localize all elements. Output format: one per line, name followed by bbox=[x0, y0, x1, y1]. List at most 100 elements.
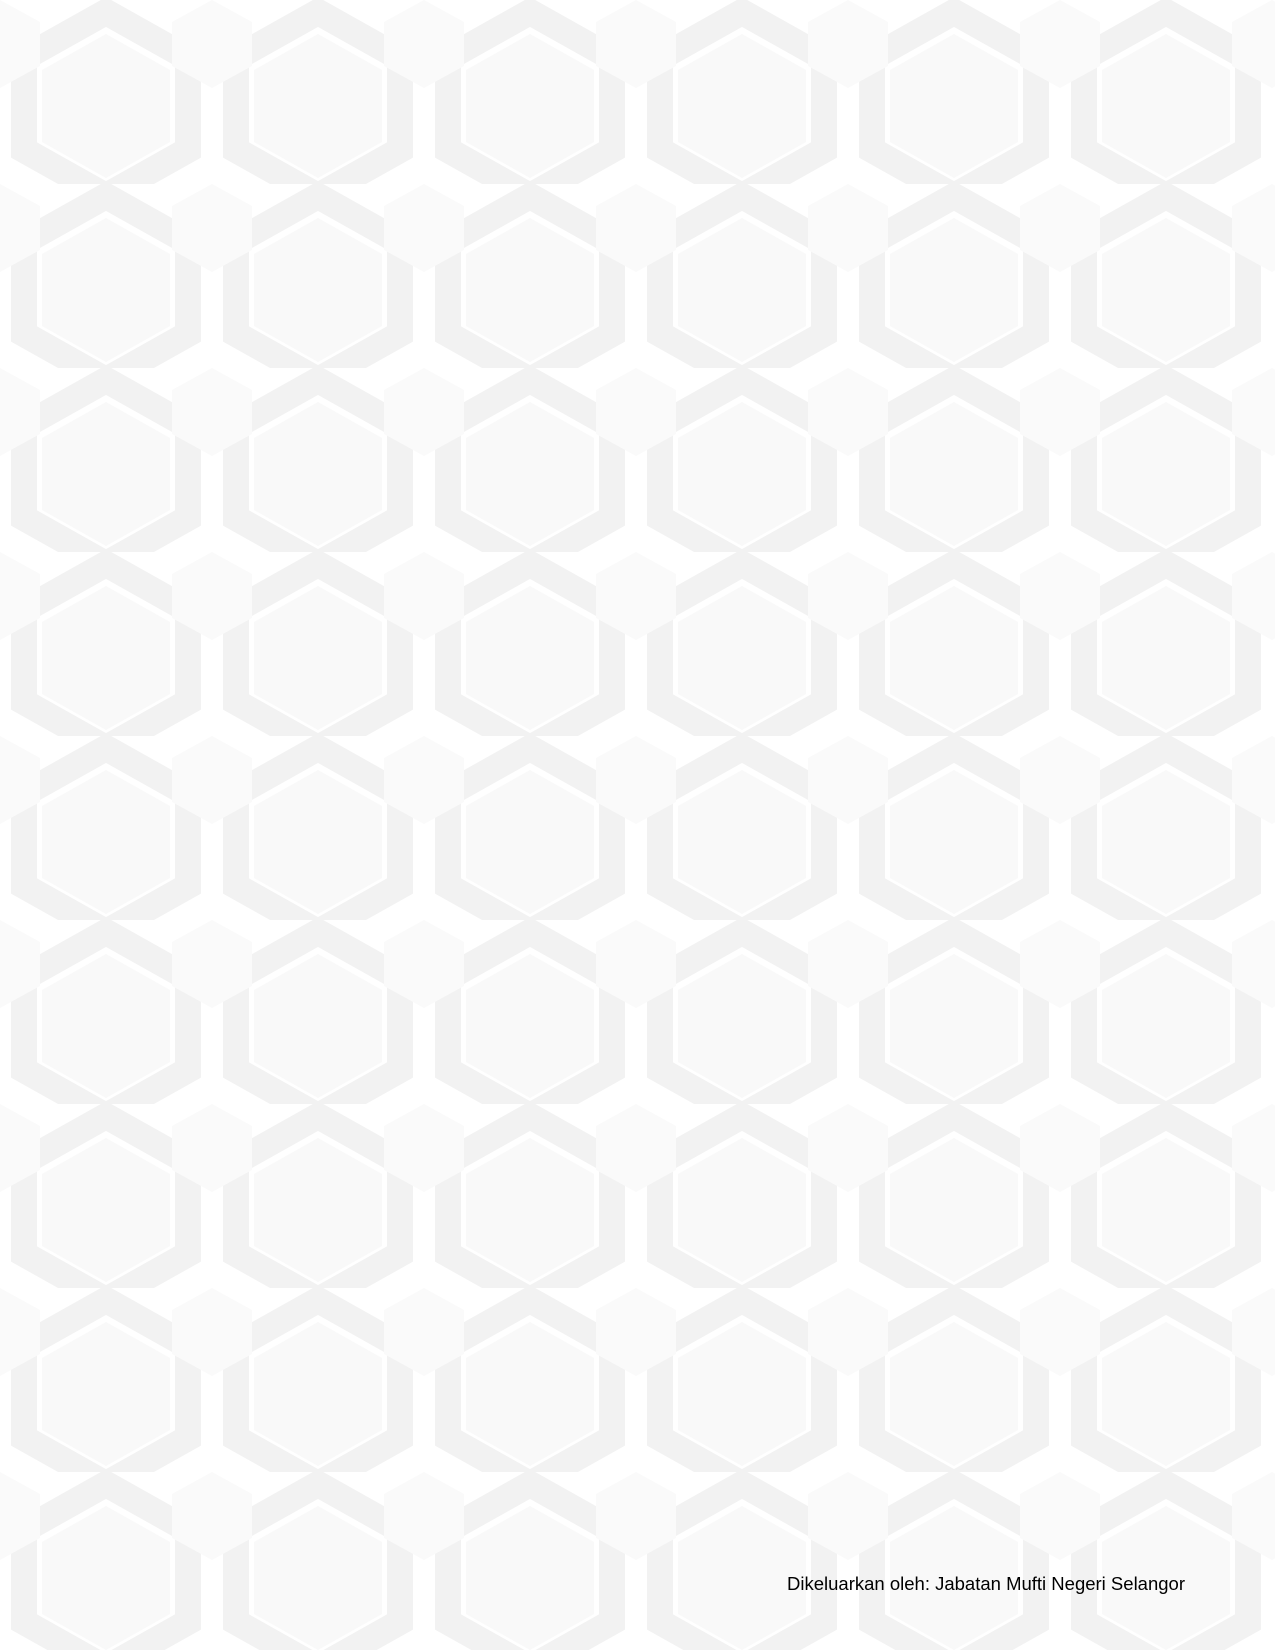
cell-hijri: 20 bbox=[252, 535, 441, 563]
cell-hari: AHAD bbox=[52, 1289, 171, 1317]
cell-isyak: 8:38 bbox=[1068, 965, 1171, 993]
cell-subuh: 6:12 bbox=[544, 778, 645, 806]
table-row: AHAD 17 4 6:04 6:14 7:23 1:26 4:49 7:24 8:37 bbox=[52, 911, 1171, 939]
cell-hari: KHAMIS bbox=[52, 1208, 171, 1236]
cell-maghrib: 7:22 bbox=[944, 751, 1069, 779]
cell-subuh: 6:17 bbox=[544, 1235, 645, 1263]
cell-tarikh: 6 bbox=[170, 589, 253, 617]
cell-hijri: 18 bbox=[252, 1289, 441, 1317]
cell-maghrib: 7:26 bbox=[944, 1073, 1069, 1101]
cell-hijri: 9 bbox=[252, 1046, 441, 1074]
cell-hari: SABTU bbox=[52, 884, 171, 912]
cell-hijri: 13 bbox=[252, 1154, 441, 1182]
cell-syuruk: 7:23 bbox=[644, 911, 751, 939]
cell-isyak: 8:35 bbox=[1068, 724, 1171, 752]
column-header-imsak: IMSAK bbox=[440, 416, 545, 455]
cell-hari: ISNIN bbox=[52, 535, 171, 563]
cell-hijri: 29 bbox=[252, 778, 441, 806]
cell-syuruk: 7:25 bbox=[644, 1154, 751, 1182]
cell-hari: SELASA bbox=[52, 562, 171, 590]
cell-maghrib: 7:17 bbox=[944, 481, 1069, 509]
cell-hijri: 21 bbox=[252, 562, 441, 590]
cell-asar: 4:51 bbox=[848, 1262, 945, 1290]
cell-asar: 4:45 bbox=[848, 616, 945, 644]
cell-maghrib: 7:26 bbox=[944, 1154, 1069, 1182]
cell-imsak: 6:06 bbox=[440, 1100, 545, 1128]
cell-hijri: 3 bbox=[252, 884, 441, 912]
cell-hijri: 17 bbox=[252, 1262, 441, 1290]
cell-syuruk: 7:24 bbox=[644, 1100, 751, 1128]
cell-isyak: 8:38 bbox=[1068, 1046, 1171, 1074]
cell-maghrib: 7:19 bbox=[944, 562, 1069, 590]
cell-zohor: 1:28 bbox=[750, 1019, 849, 1047]
cell-subuh: 6:09 bbox=[544, 562, 645, 590]
cell-tarikh: 17 bbox=[170, 911, 253, 939]
cell-subuh: 6:18 bbox=[544, 1289, 645, 1317]
cell-zohor: 1:22 bbox=[750, 589, 849, 617]
cell-zohor: 1:28 bbox=[750, 1046, 849, 1074]
cell-tarikh: 22 bbox=[170, 1046, 253, 1074]
cell-subuh: 6:10 bbox=[544, 643, 645, 671]
cell-hari: KHAMIS bbox=[52, 616, 171, 644]
cell-maghrib: 7:18 bbox=[944, 508, 1069, 536]
cell-hari: RABU bbox=[52, 1181, 171, 1209]
cell-tarikh: 2 bbox=[170, 481, 253, 509]
cell-asar: 4:43 bbox=[848, 508, 945, 536]
cell-subuh: 6:11 bbox=[544, 697, 645, 725]
cell-isyak: 8:38 bbox=[1068, 1073, 1171, 1101]
cell-syuruk: 7:23 bbox=[644, 884, 751, 912]
cell-maghrib: 7:23 bbox=[944, 884, 1069, 912]
cell-hari: SELASA bbox=[52, 965, 171, 993]
cell-syuruk: 7:25 bbox=[644, 1235, 751, 1263]
cell-hari: ISNIN bbox=[52, 1127, 171, 1155]
cell-maghrib: 7:23 bbox=[944, 857, 1069, 885]
cell-tarikh: 29 bbox=[170, 1235, 253, 1263]
cell-hari: SELASA bbox=[52, 751, 171, 779]
month-label: BULAN: JANUARI bbox=[148, 368, 311, 389]
cell-asar: 4:49 bbox=[848, 992, 945, 1020]
cell-zohor: 1:27 bbox=[750, 938, 849, 966]
cell-tarikh: 12 bbox=[170, 751, 253, 779]
cell-zohor: 1:24 bbox=[750, 724, 849, 752]
cell-syuruk: 7:21 bbox=[644, 751, 751, 779]
cell-maghrib: 7:24 bbox=[944, 965, 1069, 993]
cell-maghrib: 7:26 bbox=[944, 1127, 1069, 1155]
cell-hijri: 18 bbox=[252, 481, 441, 509]
cell-isyak: 8:33 bbox=[1068, 589, 1171, 617]
table-header-row: Hari Tarikh JUMADAL ULA IMSAK SUBUH SYUR… bbox=[52, 416, 1171, 455]
cell-maghrib: 7:20 bbox=[944, 616, 1069, 644]
cell-asar: 4:47 bbox=[848, 778, 945, 806]
table-row: ISNIN 11 27 6:02 6:12 7:21 1:24 4:47 7:21 8:35 bbox=[52, 724, 1171, 752]
cell-zohor: 1:21 bbox=[750, 535, 849, 563]
cell-isyak: 8:37 bbox=[1068, 884, 1171, 912]
table-row: SELASA 26 13 6:07 6:17 7:25 1:29 4:51 7:26 8:39 bbox=[52, 1154, 1171, 1182]
cell-tarikh: 18 bbox=[170, 938, 253, 966]
cell-asar: 4:50 bbox=[848, 1019, 945, 1047]
cell-imsak: 6:03 bbox=[440, 857, 545, 885]
cell-isyak: 8:39 bbox=[1068, 1154, 1171, 1182]
cell-hari: AHAD bbox=[52, 508, 171, 536]
cell-subuh: 6:15 bbox=[544, 1019, 645, 1047]
cell-asar: 4:48 bbox=[848, 805, 945, 858]
cell-imsak: 6:03 bbox=[440, 805, 545, 858]
cell-asar: 4:49 bbox=[848, 911, 945, 939]
cell-syuruk: 7:21 bbox=[644, 724, 751, 752]
cell-zohor: 1:30 bbox=[750, 1289, 849, 1317]
cell-imsak: 5:57 bbox=[440, 481, 545, 509]
cell-isyak: 8:39 bbox=[1068, 1208, 1171, 1236]
cell-maghrib: 7:21 bbox=[944, 724, 1069, 752]
table-row: ISNIN 25 12 6:07 6:17 7:25 1:29 4:50 7:26 8:39 bbox=[52, 1127, 1171, 1155]
cell-zohor: 1:25 bbox=[750, 751, 849, 779]
cell-zohor: 1:26 bbox=[750, 884, 849, 912]
cell-hari: ISNIN bbox=[52, 938, 171, 966]
cell-asar: 4:51 bbox=[848, 1208, 945, 1236]
cell-maghrib: 7:22 bbox=[944, 778, 1069, 806]
cell-asar: 4:42 ptg bbox=[848, 454, 945, 482]
cell-imsak: 6:08 bbox=[440, 1289, 545, 1317]
cell-tarikh: 13 bbox=[170, 778, 253, 806]
cell-subuh: 6:07 bbox=[544, 481, 645, 509]
cell-hijri: 27 bbox=[252, 724, 441, 752]
cell-asar: 4:51 bbox=[848, 1289, 945, 1317]
cell-syuruk: 7:18 bbox=[644, 508, 751, 536]
cell-tarikh: 15 bbox=[170, 857, 253, 885]
